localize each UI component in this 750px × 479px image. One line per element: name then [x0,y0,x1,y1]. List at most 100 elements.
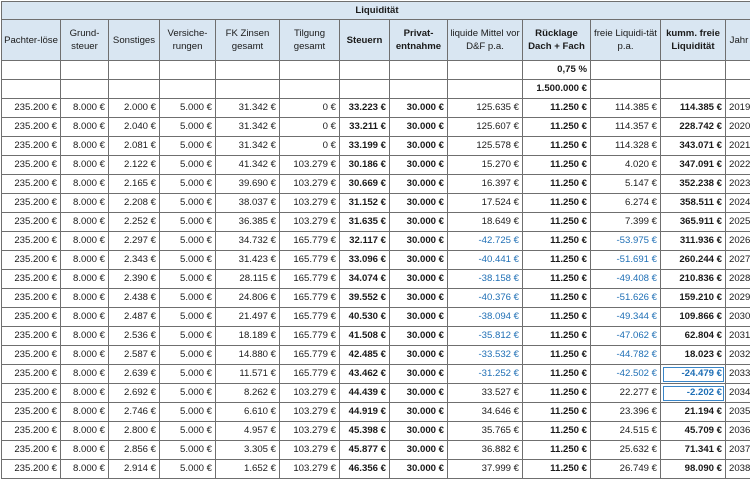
table-row: 235.200 €8.000 €2.165 €5.000 €39.690 €10… [2,175,750,194]
privatentnahme-cell: 30.000 € [390,441,448,460]
steuern-cell: 30.186 € [340,156,390,175]
column-header: kumm. freie Liquidität [661,20,726,61]
pachterloese-cell: 235.200 € [2,156,61,175]
steuern-cell: 44.439 € [340,384,390,403]
steuern-cell: 33.096 € [340,251,390,270]
sonstiges-cell: 2.297 € [109,232,160,251]
pachterloese-cell: 235.200 € [2,308,61,327]
grundsteuer-cell: 8.000 € [61,422,109,441]
steuern-cell: 44.919 € [340,403,390,422]
pachterloese-cell: 235.200 € [2,213,61,232]
ruecklage-cell: 11.250 € [523,232,591,251]
table-row: 235.200 €8.000 €2.252 €5.000 €36.385 €10… [2,213,750,232]
privatentnahme-cell: 30.000 € [390,232,448,251]
pachterloese-cell: 235.200 € [2,460,61,479]
tilgung-cell: 103.279 € [280,403,340,422]
tilgung-cell: 103.279 € [280,422,340,441]
kumm-freie-liquiditaet-cell: 45.709 € [661,422,726,441]
column-header: freie Liquidi-tät p.a. [591,20,661,61]
privatentnahme-cell: 30.000 € [390,384,448,403]
sonstiges-cell: 2.081 € [109,137,160,156]
liquide-mittel-cell: -35.812 € [448,327,523,346]
steuern-cell: 33.223 € [340,99,390,118]
fk-zinsen-cell: 14.880 € [216,346,280,365]
steuern-cell: 32.117 € [340,232,390,251]
grundsteuer-cell: 8.000 € [61,308,109,327]
steuern-cell: 45.877 € [340,441,390,460]
privatentnahme-cell: 30.000 € [390,118,448,137]
liquide-mittel-cell: 17.524 € [448,194,523,213]
ruecklage-cell: 11.250 € [523,327,591,346]
fk-zinsen-cell: 34.732 € [216,232,280,251]
ruecklage-cell: 11.250 € [523,118,591,137]
privatentnahme-cell: 30.000 € [390,327,448,346]
ruecklage-cell: 11.250 € [523,251,591,270]
liquide-mittel-cell: 18.649 € [448,213,523,232]
jahr-cell: 2035 [726,403,750,422]
sonstiges-cell: 2.040 € [109,118,160,137]
fk-zinsen-cell: 39.690 € [216,175,280,194]
table-row: 235.200 €8.000 €2.081 €5.000 €31.342 €0 … [2,137,750,156]
steuern-cell: 33.211 € [340,118,390,137]
ruecklage-cell: 11.250 € [523,99,591,118]
fk-zinsen-cell: 41.342 € [216,156,280,175]
grundsteuer-cell: 8.000 € [61,441,109,460]
versicherungen-cell: 5.000 € [160,232,216,251]
privatentnahme-cell: 30.000 € [390,251,448,270]
column-header: Rücklage Dach + Fach [523,20,591,61]
freie-liquiditaet-cell: -51.626 € [591,289,661,308]
tilgung-cell: 165.779 € [280,270,340,289]
ruecklage-cell: 11.250 € [523,289,591,308]
steuern-cell: 43.462 € [340,365,390,384]
ruecklage-cell: 11.250 € [523,213,591,232]
tilgung-cell: 103.279 € [280,194,340,213]
interest-rate-cell: 0,75 % [523,61,591,80]
pachterloese-cell: 235.200 € [2,99,61,118]
liquide-mittel-cell: 125.635 € [448,99,523,118]
ruecklage-cell: 11.250 € [523,422,591,441]
table-row: 235.200 €8.000 €2.692 €5.000 €8.262 €103… [2,384,750,403]
ruecklage-cell: 11.250 € [523,346,591,365]
privatentnahme-cell: 30.000 € [390,194,448,213]
privatentnahme-cell: 30.000 € [390,422,448,441]
ruecklage-cell: 11.250 € [523,156,591,175]
kumm-freie-liquiditaet-cell: 352.238 € [661,175,726,194]
versicherungen-cell: 5.000 € [160,118,216,137]
steuern-cell: 40.530 € [340,308,390,327]
fk-zinsen-cell: 1.652 € [216,460,280,479]
kumm-freie-liquiditaet-cell: 109.866 € [661,308,726,327]
pachterloese-cell: 235.200 € [2,289,61,308]
pachterloese-cell: 235.200 € [2,422,61,441]
pachterloese-cell: 235.200 € [2,403,61,422]
table-title: Liquidität [2,2,750,20]
kumm-freie-liquiditaet-cell: 228.742 € [661,118,726,137]
table-row: 235.200 €8.000 €2.343 €5.000 €31.423 €16… [2,251,750,270]
sonstiges-cell: 2.438 € [109,289,160,308]
freie-liquiditaet-cell: 5.147 € [591,175,661,194]
grundsteuer-cell: 8.000 € [61,403,109,422]
jahr-cell: 2030 [726,308,750,327]
privatentnahme-cell: 30.000 € [390,346,448,365]
fk-zinsen-cell: 8.262 € [216,384,280,403]
fk-zinsen-cell: 31.342 € [216,99,280,118]
privatentnahme-cell: 30.000 € [390,137,448,156]
liquide-mittel-cell: 36.882 € [448,441,523,460]
ruecklage-cell: 11.250 € [523,137,591,156]
pachterloese-cell: 235.200 € [2,327,61,346]
fk-zinsen-cell: 31.423 € [216,251,280,270]
versicherungen-cell: 5.000 € [160,213,216,232]
liquide-mittel-cell: -33.532 € [448,346,523,365]
pachterloese-cell: 235.200 € [2,384,61,403]
freie-liquiditaet-cell: -49.344 € [591,308,661,327]
steuern-cell: 31.635 € [340,213,390,232]
freie-liquiditaet-cell: -49.408 € [591,270,661,289]
sonstiges-cell: 2.208 € [109,194,160,213]
jahr-cell: 2032 [726,346,750,365]
pachterloese-cell: 235.200 € [2,365,61,384]
jahr-cell: 2019 [726,99,750,118]
jahr-cell: 2025 [726,213,750,232]
table-row: 235.200 €8.000 €2.000 €5.000 €31.342 €0 … [2,99,750,118]
freie-liquiditaet-cell: -47.062 € [591,327,661,346]
freie-liquiditaet-cell: -42.502 € [591,365,661,384]
versicherungen-cell: 5.000 € [160,441,216,460]
